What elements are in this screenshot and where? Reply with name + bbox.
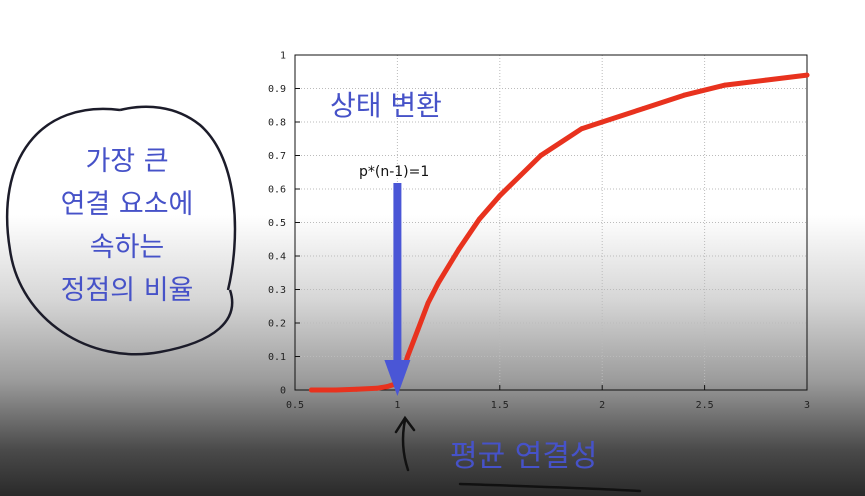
data-point: [497, 193, 503, 199]
y-tick-label: 0.8: [268, 118, 286, 129]
x-tick-label: 0.5: [286, 400, 304, 411]
data-point: [354, 386, 359, 392]
data-point: [599, 119, 605, 125]
x-axis-label: 평균 연결성: [450, 439, 598, 474]
x-tick-label: 3: [804, 400, 810, 411]
data-point: [517, 173, 523, 179]
data-point: [763, 77, 769, 83]
data-point: [333, 387, 339, 393]
data-point: [415, 327, 421, 333]
data-point: [722, 82, 728, 88]
ylabel-line-2: 연결 요소에: [61, 189, 194, 220]
x-tick-label: 1: [394, 400, 400, 411]
y-tick-label: 0.6: [268, 185, 286, 196]
axis-ticks: 0 0.1 0.2 0.3 0.4 0.5 0.6 0.7 0.8 0.9 1 0.5 1 1.5 2 2.5…: [268, 51, 810, 412]
y-tick-label: 0: [280, 386, 286, 397]
data-point: [538, 153, 544, 158]
threshold-arrow-shaft: [393, 183, 402, 360]
chart-title: 상태 변환: [330, 89, 442, 122]
ylabel-circle: [5, 105, 237, 356]
data-point: [425, 300, 431, 306]
threshold-arrow-head: [384, 360, 411, 396]
y-tick-label: 0.2: [268, 319, 286, 330]
data-point: [476, 216, 482, 222]
data-point: [308, 387, 314, 393]
ylabel-line-4: 정점의 비율: [61, 275, 194, 306]
ylabel-line-1: 가장 큰: [85, 146, 168, 177]
data-point: [681, 92, 687, 98]
y-tick-label: 0.7: [268, 151, 286, 162]
threshold-label: p*(n-1)=1: [359, 164, 429, 180]
data-point: [374, 385, 380, 391]
x-tick-label: 2.5: [696, 400, 714, 411]
series-layer: [308, 72, 810, 393]
data-point: [558, 139, 564, 145]
data-point: [435, 280, 441, 286]
data-point: [579, 126, 585, 132]
data-point: [804, 72, 810, 78]
data-point: [456, 246, 462, 252]
data-point: [640, 106, 646, 111]
x-tick-label: 2: [599, 400, 605, 411]
y-tick-label: 0.1: [268, 352, 286, 363]
xlabel-pointer-arrow: [394, 415, 416, 472]
y-tick-label: 1: [280, 51, 286, 62]
x-tick-label: 1.5: [491, 400, 509, 411]
y-tick-label: 0.9: [268, 84, 286, 95]
y-tick-label: 0.3: [268, 285, 286, 296]
ylabel-line-3: 속하는: [90, 232, 165, 263]
data-point: [405, 354, 411, 359]
y-tick-label: 0.4: [268, 252, 286, 263]
y-tick-label: 0.5: [268, 218, 286, 229]
xlabel-underline: [458, 482, 642, 493]
threshold-arrow: [384, 183, 411, 396]
data-point: [384, 384, 390, 390]
